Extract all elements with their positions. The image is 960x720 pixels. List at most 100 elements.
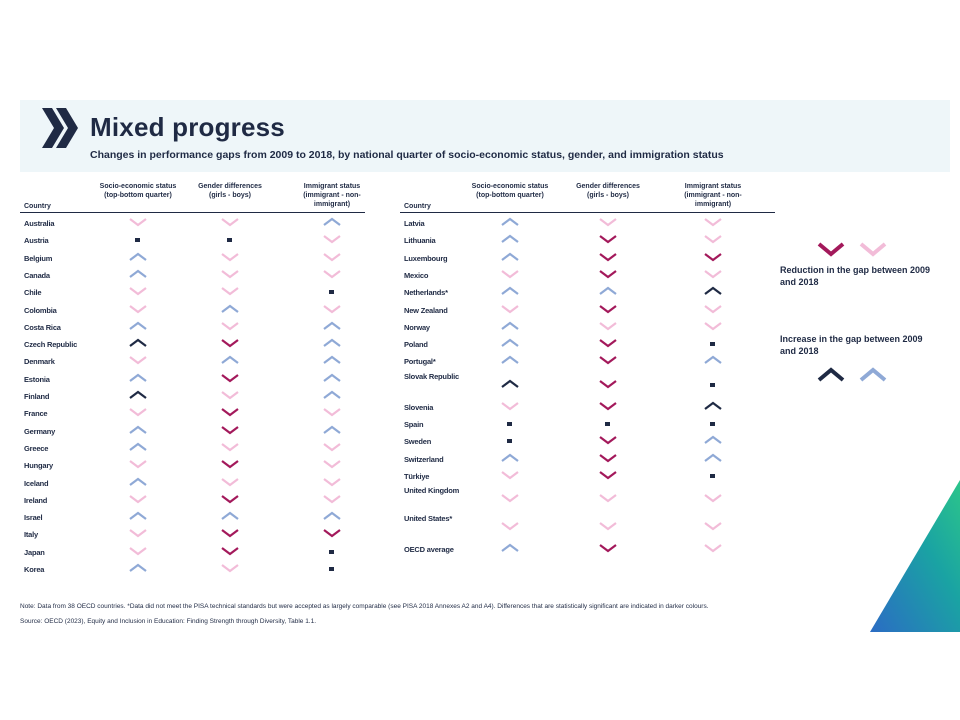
reduction-significant-icon xyxy=(588,400,628,414)
column-header-3: Immigrant status (immigrant - non-immigr… xyxy=(684,183,742,208)
reduction-icon xyxy=(312,476,352,490)
reduction-significant-icon xyxy=(312,527,352,541)
reduction-icon xyxy=(490,303,530,317)
increase-icon xyxy=(312,510,352,524)
missing-mark xyxy=(329,549,334,554)
legend-reduction-label: Reduction in the gap between 2009 and 20… xyxy=(780,265,931,287)
increase-significant-icon xyxy=(693,400,733,414)
reduction-icon xyxy=(693,492,733,506)
note-text: Note: Data from 38 OECD countries. *Data… xyxy=(20,603,709,610)
country-name: Colombia xyxy=(24,305,57,315)
missing-mark xyxy=(329,567,334,571)
table-row: Slovenia xyxy=(400,400,775,417)
table-row: Norway xyxy=(400,320,775,337)
country-name: Luxembourg xyxy=(404,253,448,263)
reduction-significant-icon xyxy=(588,542,628,556)
reduction-icon xyxy=(118,527,158,541)
reduction-icon xyxy=(312,406,352,420)
table-row: United States* xyxy=(400,514,775,542)
increase-significant-icon xyxy=(490,378,530,392)
table-row: France xyxy=(20,406,365,423)
reduction-icon xyxy=(210,251,250,265)
country-name: Slovenia xyxy=(404,402,434,412)
reduction-icon xyxy=(588,492,628,506)
reduction-significant-icon xyxy=(210,527,250,541)
table-row: Spain xyxy=(400,417,775,434)
reduction-significant-icon xyxy=(210,458,250,472)
increase-icon xyxy=(490,337,530,351)
missing-data-marker xyxy=(693,469,733,483)
missing-mark xyxy=(710,382,715,387)
chevron-logo-icon xyxy=(42,108,78,148)
country-name: Belgium xyxy=(24,253,53,263)
reduction-icon xyxy=(210,268,250,282)
table-row: Portugal* xyxy=(400,354,775,371)
table-row: Costa Rica xyxy=(20,320,365,337)
column-header-1: Socio-economic status (top-bottom quarte… xyxy=(99,183,177,199)
missing-data-marker xyxy=(312,545,352,559)
reduction-significant-icon xyxy=(210,545,250,559)
country-name: Hungary xyxy=(24,461,54,471)
increase-icon xyxy=(490,452,530,466)
table-header: Country Socio-economic status (top-bottom… xyxy=(20,176,365,213)
page-title: Mixed progress xyxy=(90,112,285,142)
missing-data-marker xyxy=(693,378,733,392)
reduction-icon xyxy=(210,285,250,299)
country-name: Japan xyxy=(24,547,45,557)
increase-icon xyxy=(118,320,158,334)
reduction-icon xyxy=(312,303,352,317)
country-name: Iceland xyxy=(24,478,49,488)
table-row: Belgium xyxy=(20,251,365,268)
reduction-icon xyxy=(490,520,530,534)
reduction-icon xyxy=(588,216,628,230)
table-row: Korea xyxy=(20,562,365,579)
country-name: Chile xyxy=(24,288,42,298)
increase-icon xyxy=(118,441,158,455)
increase-icon xyxy=(588,285,628,299)
increase-icon xyxy=(490,251,530,265)
missing-mark xyxy=(710,473,715,478)
missing-mark xyxy=(507,439,512,444)
reduction-significant-icon xyxy=(210,424,250,438)
reduction-significant-icon xyxy=(588,337,628,351)
reduction-icon xyxy=(118,354,158,368)
country-name: Norway xyxy=(404,322,430,332)
reduction-arrows-icon xyxy=(817,242,887,257)
table-row: Australia xyxy=(20,216,365,233)
country-name: Denmark xyxy=(24,357,55,367)
reduction-icon xyxy=(693,520,733,534)
country-name: Finland xyxy=(24,392,50,401)
table-row: Italy xyxy=(20,527,365,544)
page-subtitle: Changes in performance gaps from 2009 to… xyxy=(90,149,724,161)
reduction-icon xyxy=(312,458,352,472)
table-row: Switzerland xyxy=(400,452,775,469)
country-name: Sweden xyxy=(404,437,432,447)
increase-icon xyxy=(118,476,158,490)
missing-data-marker xyxy=(312,285,352,299)
country-name: Ireland xyxy=(24,495,48,505)
reduction-icon xyxy=(693,233,733,247)
missing-data-marker xyxy=(312,562,352,576)
table-row: Germany xyxy=(20,424,365,441)
column-header-1: Socio-economic status (top-bottom quarte… xyxy=(471,183,549,199)
table-row: United Kingdom xyxy=(400,486,775,514)
table-header: Country Socio-economic status (top-bottom… xyxy=(400,176,775,213)
reduction-icon xyxy=(312,233,352,247)
missing-mark xyxy=(605,422,610,426)
reduction-significant-icon xyxy=(210,372,250,386)
increase-icon xyxy=(490,542,530,556)
reduction-icon xyxy=(118,303,158,317)
reduction-significant-icon xyxy=(588,434,628,448)
country-name: Germany xyxy=(24,426,56,436)
reduction-significant-icon xyxy=(588,303,628,317)
reduction-icon xyxy=(693,303,733,317)
reduction-icon xyxy=(210,476,250,490)
reduction-significant-icon xyxy=(210,493,250,507)
reduction-icon xyxy=(693,216,733,230)
reduction-icon xyxy=(210,562,250,576)
table-row: New Zealand xyxy=(400,303,775,320)
country-name: Israel xyxy=(24,513,43,523)
country-name: Italy xyxy=(24,530,39,540)
table-row: Sweden xyxy=(400,434,775,451)
increase-icon xyxy=(210,354,250,368)
